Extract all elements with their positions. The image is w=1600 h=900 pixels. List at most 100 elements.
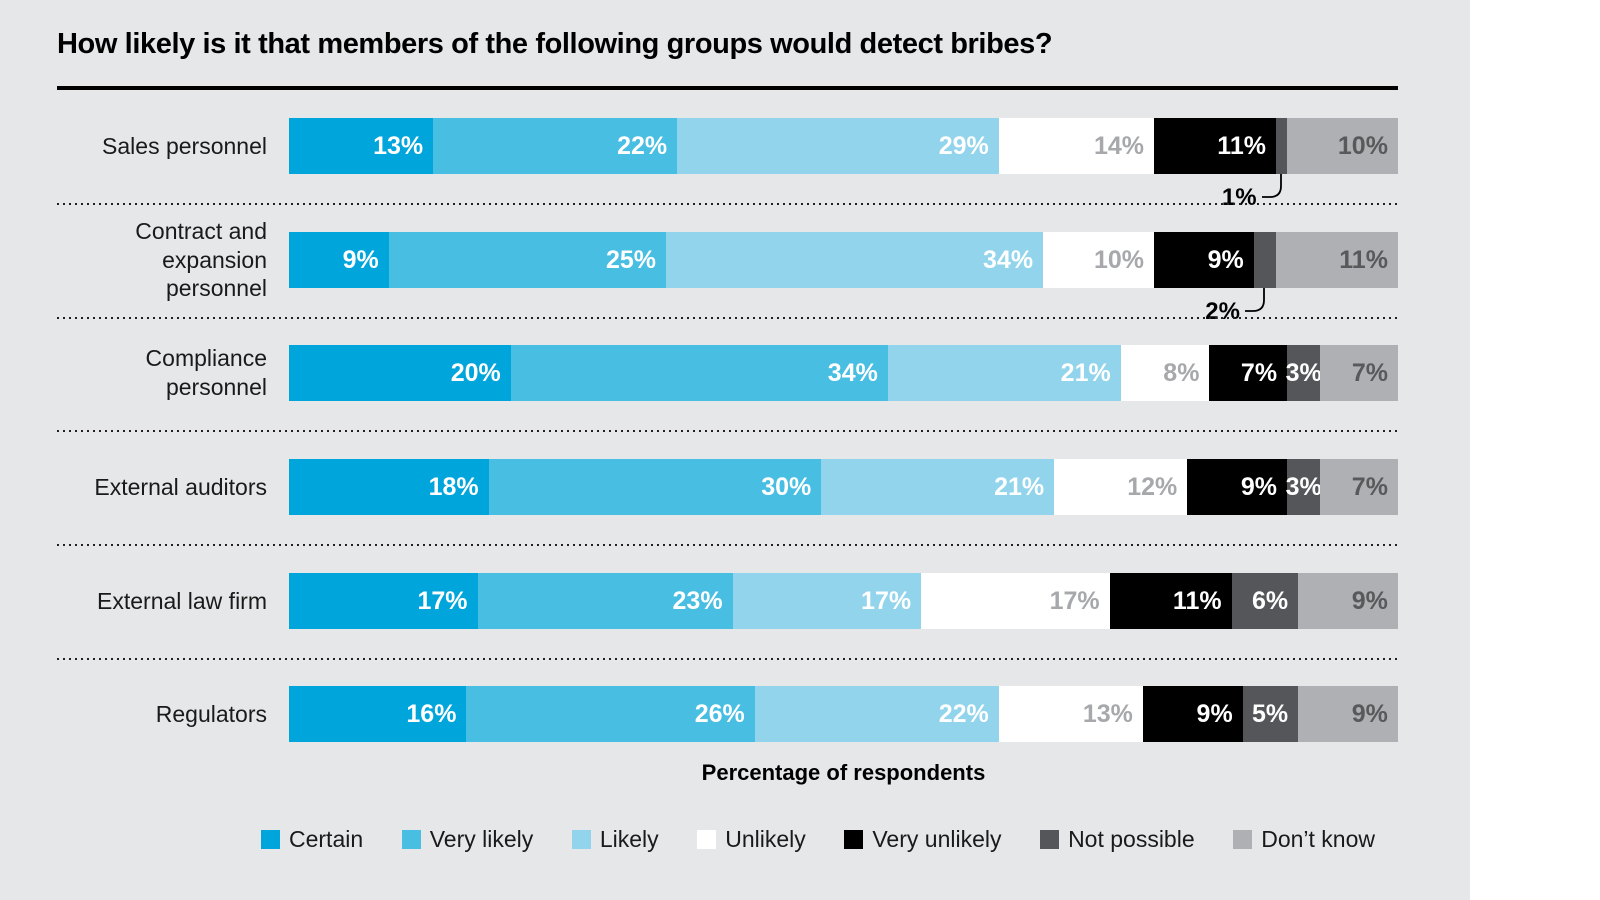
bar: 20% 34% 21% 8% 7% 3% 7% [289, 345, 1398, 401]
segment-value: 34% [983, 245, 1034, 274]
legend-swatch [261, 830, 280, 849]
bar-segment-very-likely: 22% [433, 118, 678, 174]
segment-value: 6% [1251, 586, 1289, 615]
bar-segment-very-likely: 25% [388, 232, 667, 288]
bar-segment-certain: 20% [289, 345, 511, 401]
segment-value: 13% [373, 131, 424, 160]
callout-value: 1% [1221, 184, 1257, 211]
legend-swatch [401, 830, 421, 849]
bar-segment-very-unlikely: 7% [1209, 345, 1288, 401]
legend-swatch [697, 830, 717, 849]
segment-value: 10% [1093, 245, 1144, 274]
legend-item: Very likely [401, 826, 534, 853]
row-separator [57, 430, 1398, 432]
legend-item: Certain [261, 826, 363, 853]
row-label: Contract and expansion personnel [135, 217, 267, 302]
bar-segment-unlikely: 13% [998, 686, 1143, 742]
bar-segment-certain: 16% [289, 686, 467, 742]
chart-row: Contract and expansion personnel 9% 25% 34%… [57, 218, 1398, 325]
segment-value: 20% [450, 358, 501, 387]
chart-row: External law firm 17% 23% 17% 17% 11% 6% 9% [57, 573, 1398, 629]
legend: Certain Very likely Likely Unlikely Very unl… [261, 826, 1375, 853]
chart-row: Regulators 16% 26% 22% 13% 9% 5% 9% [57, 686, 1398, 742]
segment-value: 16% [406, 699, 457, 728]
callout-connector [1261, 174, 1282, 198]
segment-value: 10% [1337, 131, 1388, 160]
segment-value: 21% [994, 472, 1045, 501]
bar: 13% 22% 29% 14% 11% 1% 10% [289, 118, 1398, 211]
bar-segment-very-likely: 26% [466, 686, 755, 742]
segment-value: 30% [761, 472, 812, 501]
bar-segment-certain: 17% [289, 573, 478, 629]
title-rule [57, 86, 1398, 90]
chart-row: Compliance personnel 20% 34% 21% 8% 7% 3% 7% [57, 345, 1398, 401]
bar-segment-likely: 21% [821, 459, 1055, 515]
row-separator [57, 317, 1398, 319]
legend-label: Don’t know [1261, 826, 1375, 852]
bar-segment-don-t-know: 9% [1298, 573, 1398, 629]
legend-item: Very unlikely [844, 826, 1001, 853]
segment-value: 11% [1172, 586, 1222, 615]
legend-label: Not possible [1068, 826, 1195, 852]
bar-segment-certain: 18% [289, 459, 489, 515]
bar-segment-very-likely: 30% [488, 459, 822, 515]
segment-value: 13% [1082, 699, 1133, 728]
segment-value: 17% [1049, 586, 1100, 615]
bar-segment-very-unlikely: 11% [1109, 573, 1232, 629]
bar-segment-certain: 9% [289, 232, 389, 288]
bar-segment-don-t-know: 9% [1298, 686, 1398, 742]
segment-value: 17% [861, 586, 912, 615]
bar-segment-unlikely: 12% [1054, 459, 1188, 515]
row-label: Sales personnel [102, 132, 267, 159]
segment-value: 11% [1339, 245, 1388, 274]
bar-segment-don-t-know: 7% [1320, 459, 1398, 515]
bar-segment-likely: 29% [677, 118, 999, 174]
segment-value: 23% [672, 586, 723, 615]
bar: 18% 30% 21% 12% 9% 3% 7% [289, 459, 1398, 515]
segment-value: 7% [1351, 358, 1388, 387]
legend-item: Likely [571, 826, 659, 853]
segment-value: 5% [1251, 699, 1289, 728]
bar-segment-not-possible [1275, 118, 1288, 174]
bar-segment-not-possible: 6% [1231, 573, 1299, 629]
bar: 16% 26% 22% 13% 9% 5% 9% [289, 686, 1398, 742]
segment-value: 18% [428, 472, 479, 501]
legend-swatch [844, 830, 864, 849]
segment-value: 8% [1163, 358, 1200, 387]
segment-value: 14% [1093, 131, 1144, 160]
bar-segment-unlikely: 14% [998, 118, 1154, 174]
bar-segment-unlikely: 17% [921, 573, 1110, 629]
legend-item: Unlikely [697, 826, 806, 853]
bar-segment-likely: 34% [666, 232, 1044, 288]
bar-segment-likely: 22% [754, 686, 999, 742]
segment-value: 17% [417, 586, 468, 615]
segment-value: 7% [1351, 472, 1388, 501]
bar-segment-very-likely: 34% [510, 345, 888, 401]
bar-segment-very-unlikely: 9% [1187, 459, 1288, 515]
bar: 17% 23% 17% 17% 11% 6% 9% [289, 573, 1398, 629]
segment-value: 22% [938, 699, 989, 728]
bar-segment-very-unlikely: 9% [1153, 232, 1254, 288]
legend-item: Don’t know [1233, 826, 1375, 853]
segment-value: 9% [1196, 699, 1233, 728]
segment-value: 22% [617, 131, 668, 160]
segment-value: 3% [1285, 472, 1322, 501]
bar-segment-not-possible: 3% [1285, 345, 1322, 401]
segment-value: 9% [1207, 245, 1244, 274]
segment-value: 9% [342, 245, 379, 274]
chart-row: External auditors 18% 30% 21% 12% 9% 3% 7% [57, 459, 1398, 515]
bar-segment-unlikely: 8% [1120, 345, 1210, 401]
row-label: Compliance personnel [145, 345, 267, 400]
callout-connector [1244, 288, 1265, 312]
legend-label: Likely [599, 826, 659, 852]
segment-value: 7% [1240, 358, 1278, 387]
legend-swatch [1233, 830, 1253, 849]
bar-segment-very-unlikely: 9% [1142, 686, 1243, 742]
bar: 9% 25% 34% 10% 9% 2% 11% [289, 232, 1398, 325]
x-axis-label: Percentage of respondents [701, 760, 986, 785]
bar-segment-likely: 21% [887, 345, 1121, 401]
segment-value: 21% [1060, 358, 1111, 387]
callout-value: 2% [1205, 298, 1240, 325]
legend-label: Very likely [429, 826, 534, 852]
segment-value: 3% [1285, 358, 1322, 387]
